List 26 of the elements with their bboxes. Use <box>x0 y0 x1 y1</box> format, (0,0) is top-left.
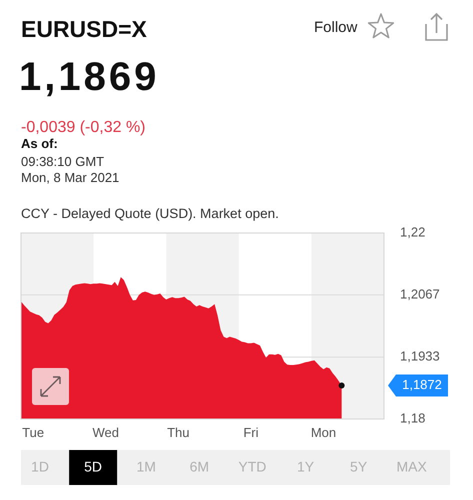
x-tick-label: Tue <box>22 425 44 440</box>
x-tick-label: Wed <box>92 425 119 440</box>
y-tick-label: 1,18 <box>400 410 426 426</box>
text: YTD <box>238 458 266 475</box>
chart-subtitle: 1,1869 <box>19 55 160 99</box>
text: 09:38:10 GMT <box>21 154 104 169</box>
text: 5D <box>84 458 102 475</box>
x-tick-label: Thu <box>167 425 190 440</box>
text: -0,0039 (-0,32 %) <box>21 119 146 136</box>
text: 5Y <box>350 458 368 475</box>
text: 1M <box>136 458 156 475</box>
text: MAX <box>396 458 428 475</box>
text: CCY - Delayed Quote (USD). Market open. <box>21 206 279 221</box>
text: Mon, 8 Mar 2021 <box>21 170 120 185</box>
text: 1D <box>31 458 49 475</box>
x-tick-label: Fri <box>243 425 259 440</box>
text: As of: <box>21 136 58 151</box>
y-tick-label: 1,22 <box>400 224 426 240</box>
text: Follow <box>314 19 358 36</box>
text: 1,1872 <box>402 376 442 392</box>
text: 6M <box>190 458 210 475</box>
y-tick-label: 1,2067 <box>400 286 440 302</box>
x-tick-label: Mon <box>310 425 336 440</box>
chart-title: EURUSD=X <box>21 16 148 42</box>
y-tick-label: 1,1933 <box>400 348 440 364</box>
text: 1Y <box>296 458 315 475</box>
